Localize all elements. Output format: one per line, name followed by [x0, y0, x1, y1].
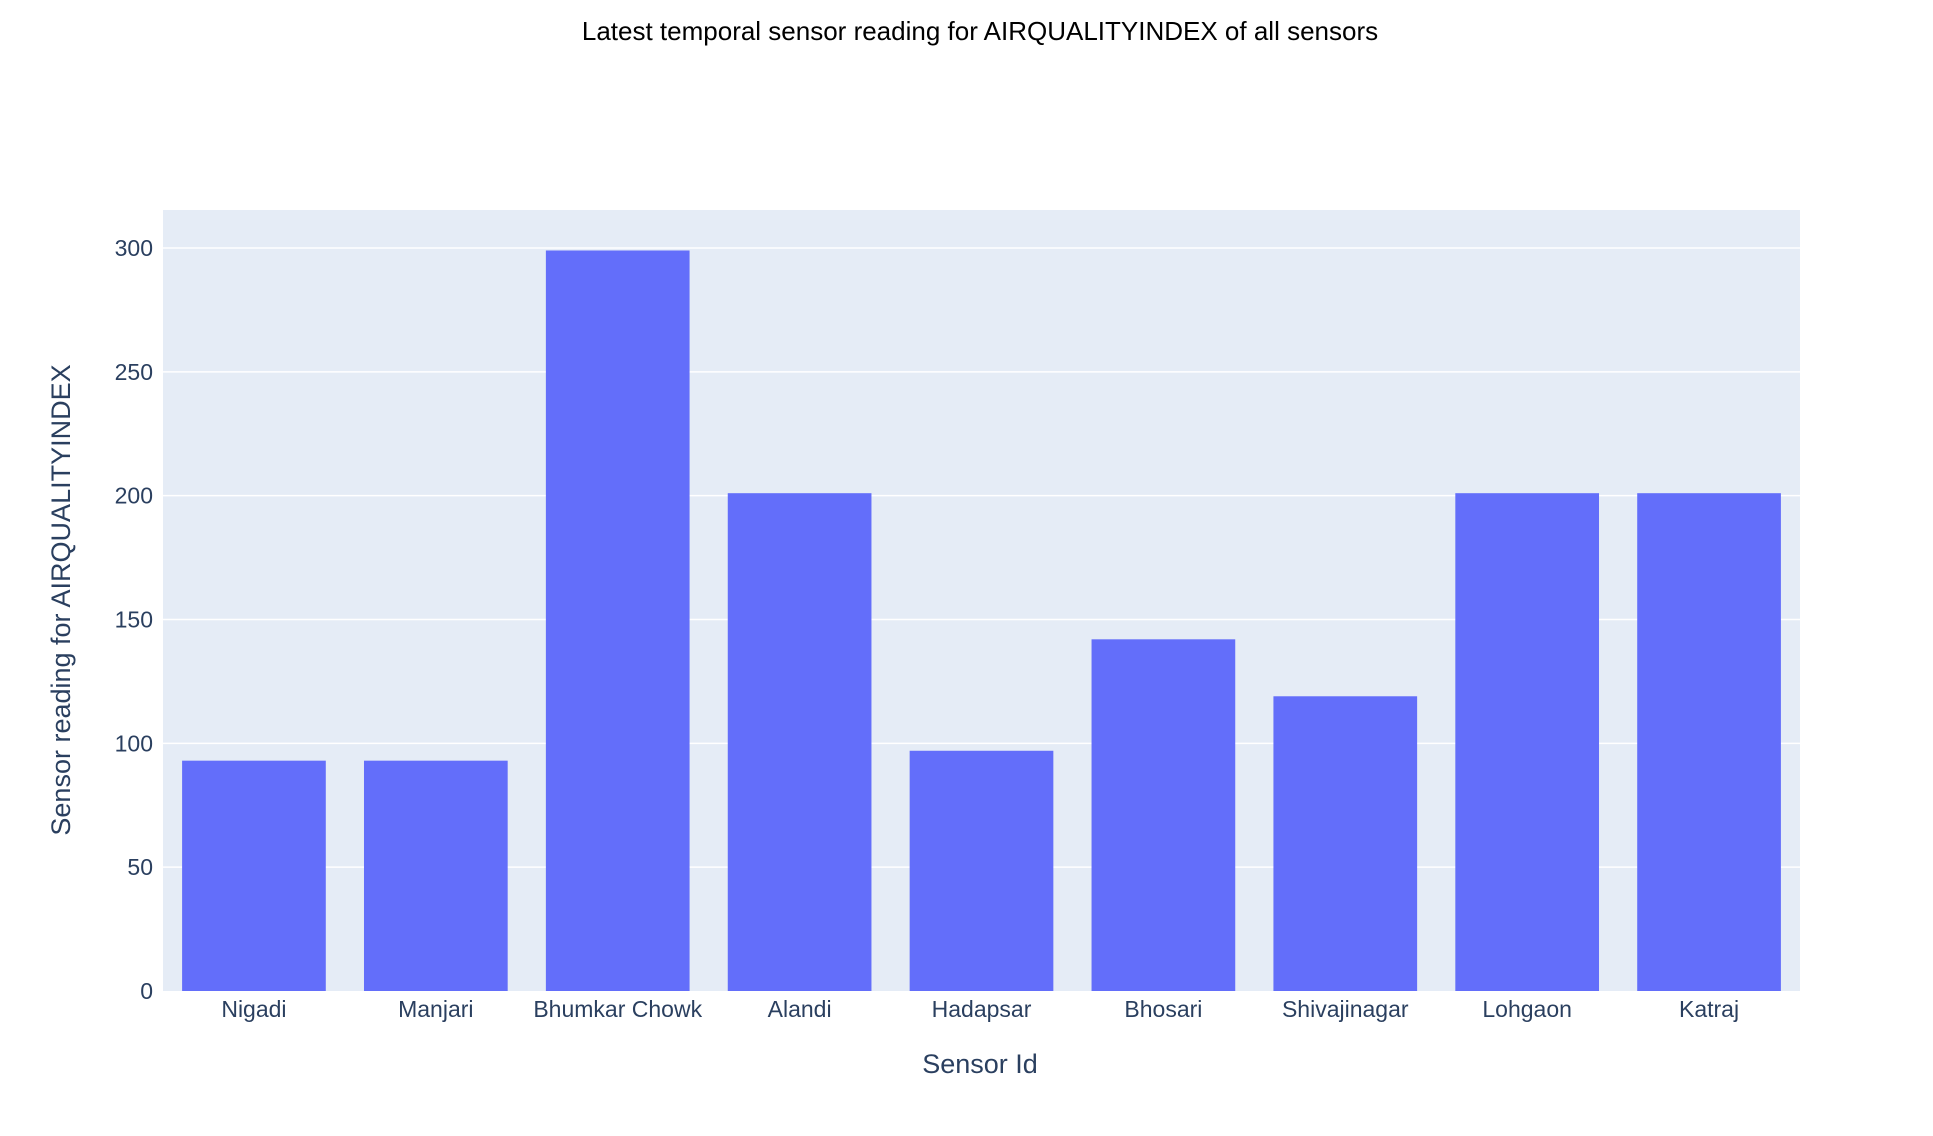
chart-title: Latest temporal sensor reading for AIRQU… — [582, 16, 1378, 46]
x-tick-label: Bhosari — [1124, 996, 1202, 1022]
x-tick-label: Hadapsar — [932, 996, 1032, 1022]
x-tick-label: Shivajinagar — [1282, 996, 1409, 1022]
bar-alandi[interactable] — [727, 493, 872, 991]
y-tick-label: 200 — [115, 483, 153, 509]
bar-shivajinagar[interactable] — [1273, 696, 1418, 991]
x-tick-label: Bhumkar Chowk — [533, 996, 702, 1022]
bar-manjari[interactable] — [363, 760, 508, 991]
y-tick-label: 50 — [127, 854, 153, 880]
y-axis-ticks: 0 50 100 150 200 250 300 — [115, 235, 153, 1004]
y-tick-label: 100 — [115, 730, 153, 756]
y-tick-label: 150 — [115, 607, 153, 633]
bar-hadapsar[interactable] — [909, 750, 1054, 991]
bar-katraj[interactable] — [1637, 493, 1781, 991]
y-tick-label: 250 — [115, 359, 153, 385]
bar-bhosari[interactable] — [1091, 639, 1236, 991]
y-axis-title: Sensor reading for AIRQUALITYINDEX — [46, 364, 76, 835]
bar-lohgaon[interactable] — [1455, 493, 1600, 991]
bar-nigadi[interactable] — [182, 760, 326, 991]
x-axis-title: Sensor Id — [922, 1049, 1038, 1079]
x-tick-label: Alandi — [768, 996, 832, 1022]
bar-bhumkar-chowk[interactable] — [545, 250, 690, 991]
y-tick-label: 300 — [115, 235, 153, 261]
x-tick-label: Lohgaon — [1482, 996, 1572, 1022]
y-tick-label: 0 — [140, 978, 153, 1004]
x-axis-ticks: Nigadi Manjari Bhumkar Chowk Alandi Hadapsar… — [221, 996, 1739, 1022]
x-tick-label: Katraj — [1679, 996, 1739, 1022]
x-tick-label: Manjari — [398, 996, 473, 1022]
bars — [182, 250, 1781, 991]
x-tick-label: Nigadi — [221, 996, 286, 1022]
